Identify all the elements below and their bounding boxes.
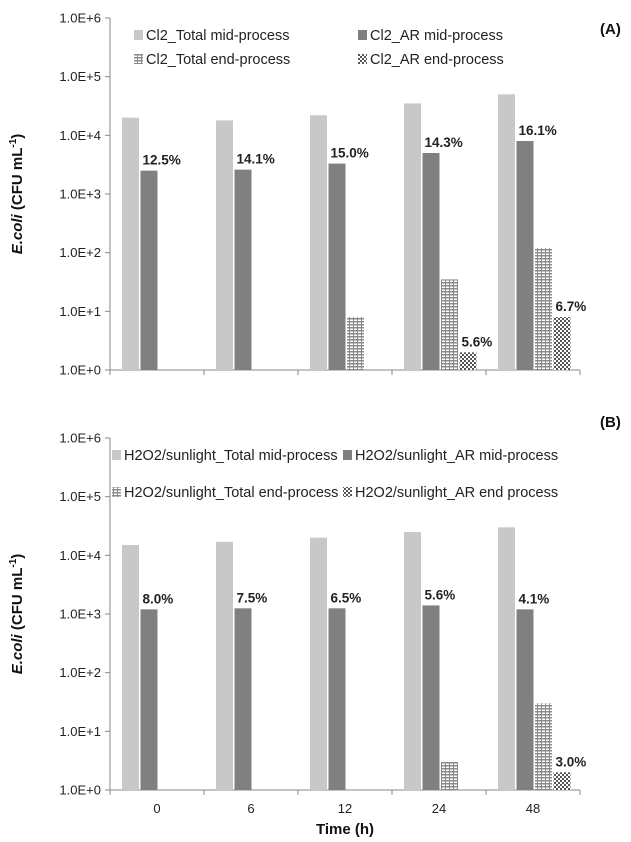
data-label: 8.0% xyxy=(143,591,174,606)
y-axis-label: E.coli (CFU mL-1) xyxy=(8,554,26,675)
data-label: 14.1% xyxy=(237,152,275,167)
bar xyxy=(234,608,252,790)
data-label: 14.3% xyxy=(425,135,463,150)
bar xyxy=(459,352,477,370)
bar xyxy=(498,527,515,790)
bar xyxy=(140,170,158,370)
legend-swatch xyxy=(112,487,121,497)
data-label: 16.1% xyxy=(519,123,557,138)
bar xyxy=(328,608,346,790)
y-tick-label: 1.0E+6 xyxy=(59,11,101,26)
bar xyxy=(516,609,534,790)
legend-entry: Cl2_AR mid-process xyxy=(370,28,503,44)
bar xyxy=(535,703,552,790)
y-tick-label: 1.0E+3 xyxy=(59,607,101,622)
legend-entry: Cl2_Total end-process xyxy=(146,52,290,68)
legend-swatch xyxy=(358,30,367,40)
bar xyxy=(441,762,458,790)
data-label: 7.5% xyxy=(237,590,268,605)
bar xyxy=(516,141,534,370)
x-axis-label: Time (h) xyxy=(316,821,374,838)
bar xyxy=(553,772,571,790)
data-label: 15.0% xyxy=(331,146,369,161)
data-label: 12.5% xyxy=(143,153,181,168)
panel-b: 1.0E+0 1.0E+1 1.0E+2 1.0E+3 1.0E+4 1.0E+5 1.0E… xyxy=(8,414,621,838)
bar xyxy=(422,605,440,790)
bar xyxy=(347,317,364,370)
bar xyxy=(310,537,327,790)
bar xyxy=(422,152,440,370)
bar xyxy=(234,169,252,370)
legend-swatch xyxy=(358,54,367,64)
data-label: 6.7% xyxy=(556,299,587,314)
x-tick-label: 24 xyxy=(432,801,446,816)
bar xyxy=(553,317,571,370)
bar xyxy=(441,279,458,370)
y-tick-label: 1.0E+6 xyxy=(59,431,101,446)
legend-swatch xyxy=(134,54,143,64)
y-tick-label: 1.0E+3 xyxy=(59,187,101,202)
data-label: 5.6% xyxy=(425,587,456,602)
bar xyxy=(122,117,139,370)
y-tick-label: 1.0E+1 xyxy=(59,724,101,739)
legend-entry: Cl2_Total mid-process xyxy=(146,28,289,44)
bar xyxy=(404,103,421,370)
panel-label: (B) xyxy=(600,414,621,431)
data-label: 5.6% xyxy=(462,334,493,349)
x-tick-label: 12 xyxy=(338,801,352,816)
y-tick-label: 1.0E+1 xyxy=(59,304,101,319)
bar xyxy=(310,115,327,370)
bar xyxy=(535,248,552,370)
bar xyxy=(328,163,346,370)
legend-entry: H2O2/sunlight_Total mid-process xyxy=(124,448,338,464)
y-tick-label: 1.0E+4 xyxy=(59,128,101,143)
data-label: 4.1% xyxy=(519,591,550,606)
y-tick-label: 1.0E+2 xyxy=(59,245,101,260)
y-tick-label: 1.0E+5 xyxy=(59,69,101,84)
bar xyxy=(216,541,233,790)
x-tick-label: 6 xyxy=(247,801,254,816)
legend-swatch xyxy=(343,487,352,497)
legend-swatch xyxy=(112,450,121,460)
bar xyxy=(140,609,158,790)
y-tick-label: 1.0E+0 xyxy=(59,363,101,378)
bar xyxy=(216,120,233,370)
panel-label: (A) xyxy=(600,21,621,38)
x-tick-label: 0 xyxy=(153,801,160,816)
y-tick-label: 1.0E+2 xyxy=(59,665,101,680)
data-label: 6.5% xyxy=(331,590,362,605)
y-tick-label: 1.0E+0 xyxy=(59,783,101,798)
y-tick-label: 1.0E+5 xyxy=(59,489,101,504)
x-tick-label: 48 xyxy=(526,801,540,816)
legend-entry: H2O2/sunlight_Total end-process xyxy=(124,485,338,501)
legend-entry: H2O2/sunlight_AR mid-process xyxy=(355,448,558,464)
legend-entry: H2O2/sunlight_AR end process xyxy=(355,485,558,501)
bar xyxy=(498,94,515,371)
legend-entry: Cl2_AR end-process xyxy=(370,52,504,68)
bar xyxy=(122,545,139,790)
legend-swatch xyxy=(343,450,352,460)
bar xyxy=(404,531,421,790)
data-label: 3.0% xyxy=(556,754,587,769)
panel-a: 1.0E+0 1.0E+1 1.0E+2 1.0E+3 1.0E+4 1.0E+5 1.0E… xyxy=(8,11,621,378)
legend-swatch xyxy=(134,30,143,40)
y-axis-label: E.coli (CFU mL-1) xyxy=(8,134,26,255)
y-tick-label: 1.0E+4 xyxy=(59,548,101,563)
